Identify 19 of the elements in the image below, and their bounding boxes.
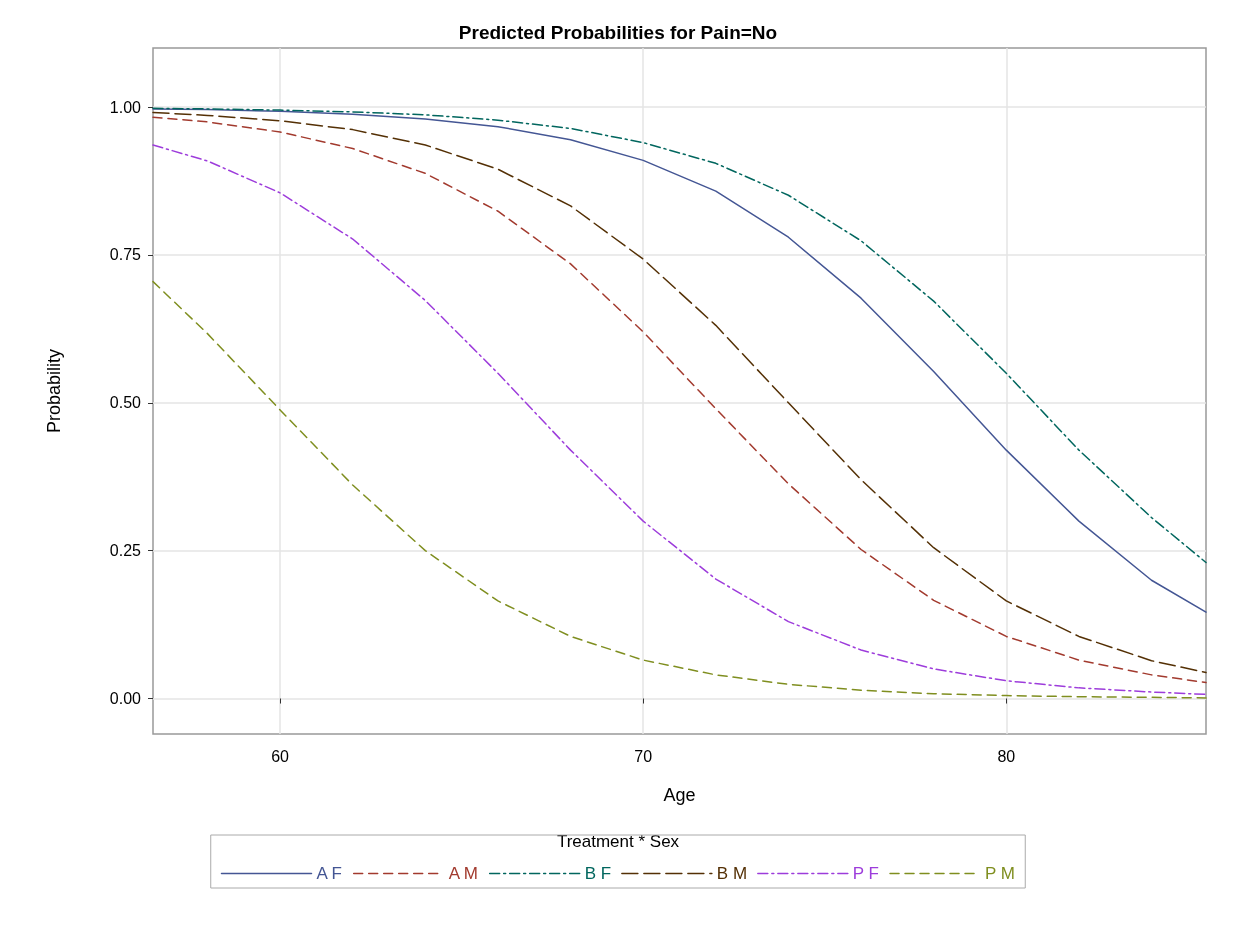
y-tick-label: 0.00 bbox=[109, 690, 142, 708]
legend-title: Treatment * Sex bbox=[556, 832, 680, 851]
x-tick-label: 80 bbox=[997, 747, 1016, 765]
x-tick-label: 60 bbox=[271, 747, 290, 765]
y-tick-label: 1.00 bbox=[109, 98, 142, 116]
y-axis-title: Probability bbox=[44, 348, 64, 434]
text: P F bbox=[852, 864, 879, 883]
text: P M bbox=[985, 864, 1015, 883]
text: B M bbox=[716, 864, 748, 883]
y-tick-label: 0.50 bbox=[109, 394, 142, 412]
x-axis-title: Age bbox=[663, 785, 696, 805]
chart-title: Predicted Probabilities for Pain=No bbox=[458, 22, 778, 43]
text: B F bbox=[584, 864, 612, 883]
text: A F bbox=[316, 864, 343, 883]
y-tick-label: 0.75 bbox=[109, 246, 142, 264]
x-tick-label: 70 bbox=[634, 747, 653, 765]
text: A M bbox=[448, 864, 478, 883]
y-tick-label: 0.25 bbox=[109, 542, 142, 560]
line-series bbox=[152, 280, 1207, 699]
